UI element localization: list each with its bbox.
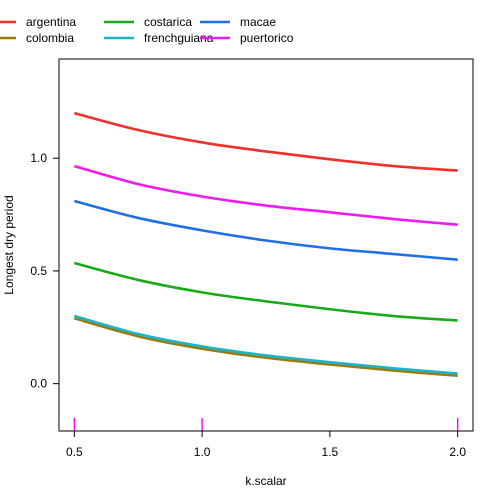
series-line-macae (73, 199, 458, 261)
series-line-frenchguiana (73, 314, 458, 375)
y-tick-label: 0.0 (30, 377, 47, 391)
series-lines (73, 111, 458, 378)
y-tick-label: 0.5 (30, 264, 47, 278)
legend-label-argentina: argentina (26, 15, 76, 29)
series-line-costarica (73, 261, 458, 322)
x-tick-label: 1.5 (322, 445, 339, 459)
y-axis: 0.0 0.5 1.0 (30, 151, 60, 391)
x-axis-title: k.scalar (245, 474, 286, 488)
y-tick-label: 1.0 (30, 151, 47, 165)
series-line-colombia (73, 317, 458, 378)
x-tick-label: 1.0 (194, 445, 211, 459)
x-tick-label: 2.0 (449, 445, 466, 459)
legend-label-frenchguiana: frenchguiana (144, 31, 214, 45)
x-tick-label: 0.5 (66, 445, 83, 459)
series-line-puertorico (73, 164, 458, 227)
plot-frame (58, 58, 474, 432)
rug-marks (73, 418, 459, 431)
series-line-argentina (73, 111, 458, 172)
legend-label-puertorico: puertorico (240, 31, 294, 45)
legend-label-macae: macae (240, 15, 276, 29)
legend-label-colombia: colombia (26, 31, 74, 45)
y-axis-title: Longest dry period (2, 195, 16, 294)
legend-label-costarica: costarica (144, 15, 192, 29)
x-axis: 0.5 1.0 1.5 2.0 (66, 430, 466, 459)
legend: argentina colombia costarica frenchguiana ma… (0, 15, 294, 45)
